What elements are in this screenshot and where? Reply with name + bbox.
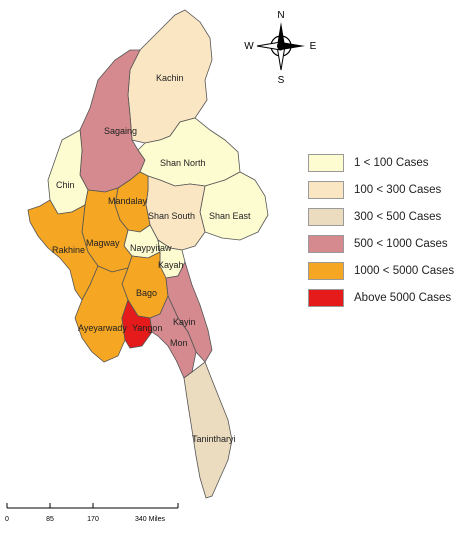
legend-label: 500 < 1000 Cases [354,238,448,250]
legend-item: 300 < 500 Cases [308,207,458,227]
scale-bar: 0 85 170 340 Miles [5,503,179,523]
legend-item: 500 < 1000 Cases [308,234,458,254]
region-labels: Kachin Sagaing Shan North Chin Mandalay … [52,73,251,444]
scale-tick-3: 340 Miles [135,516,165,523]
legend-item: Above 5000 Cases [308,288,458,308]
scale-tick-1: 85 [46,516,54,523]
compass-rose: N S W E [244,10,316,86]
legend-swatch [308,154,344,172]
label-bago: Bago [136,288,157,298]
compass-east-label: E [310,41,317,52]
label-yangon: Yangon [132,323,162,333]
legend-label: 300 < 500 Cases [354,211,442,223]
legend-label: 100 < 300 Cases [354,184,442,196]
legend-swatch [308,208,344,226]
label-rakhine: Rakhine [52,245,85,255]
scale-tick-2: 170 [87,516,99,523]
label-sagaing: Sagaing [104,126,137,136]
label-mon: Mon [170,338,188,348]
label-chin: Chin [56,180,75,190]
label-naypyitaw: Naypyitaw [130,243,172,253]
label-ayeyarwady: Ayeyarwady [78,323,127,333]
legend-swatch [308,289,344,307]
legend-label: 1000 < 5000 Cases [354,265,455,277]
compass-west-label: W [244,41,254,52]
label-kayah: Kayah [158,260,184,270]
label-mandalay: Mandalay [108,196,148,206]
label-shan-south: Shan South [148,211,195,221]
legend-swatch [308,235,344,253]
compass-south-label: S [278,75,285,86]
label-kachin: Kachin [156,73,184,83]
compass-north-label: N [277,10,284,21]
legend-label: Above 5000 Cases [354,292,452,304]
label-shan-east: Shan East [209,211,251,221]
label-magway: Magway [86,238,120,248]
scale-tick-0: 0 [5,516,9,523]
label-shan-north: Shan North [160,158,206,168]
legend-swatch [308,262,344,280]
label-tanintharyi: Tanintharyi [192,434,236,444]
legend-swatch [308,181,344,199]
legend-item: 1 < 100 Cases [308,153,458,173]
legend-item: 100 < 300 Cases [308,180,458,200]
label-kayin: Kayin [173,317,196,327]
legend: 1 < 100 Cases 100 < 300 Cases 300 < 500 … [308,153,458,315]
region-tanintharyi [183,361,233,499]
legend-label: 1 < 100 Cases [354,157,429,169]
legend-item: 1000 < 5000 Cases [308,261,458,281]
